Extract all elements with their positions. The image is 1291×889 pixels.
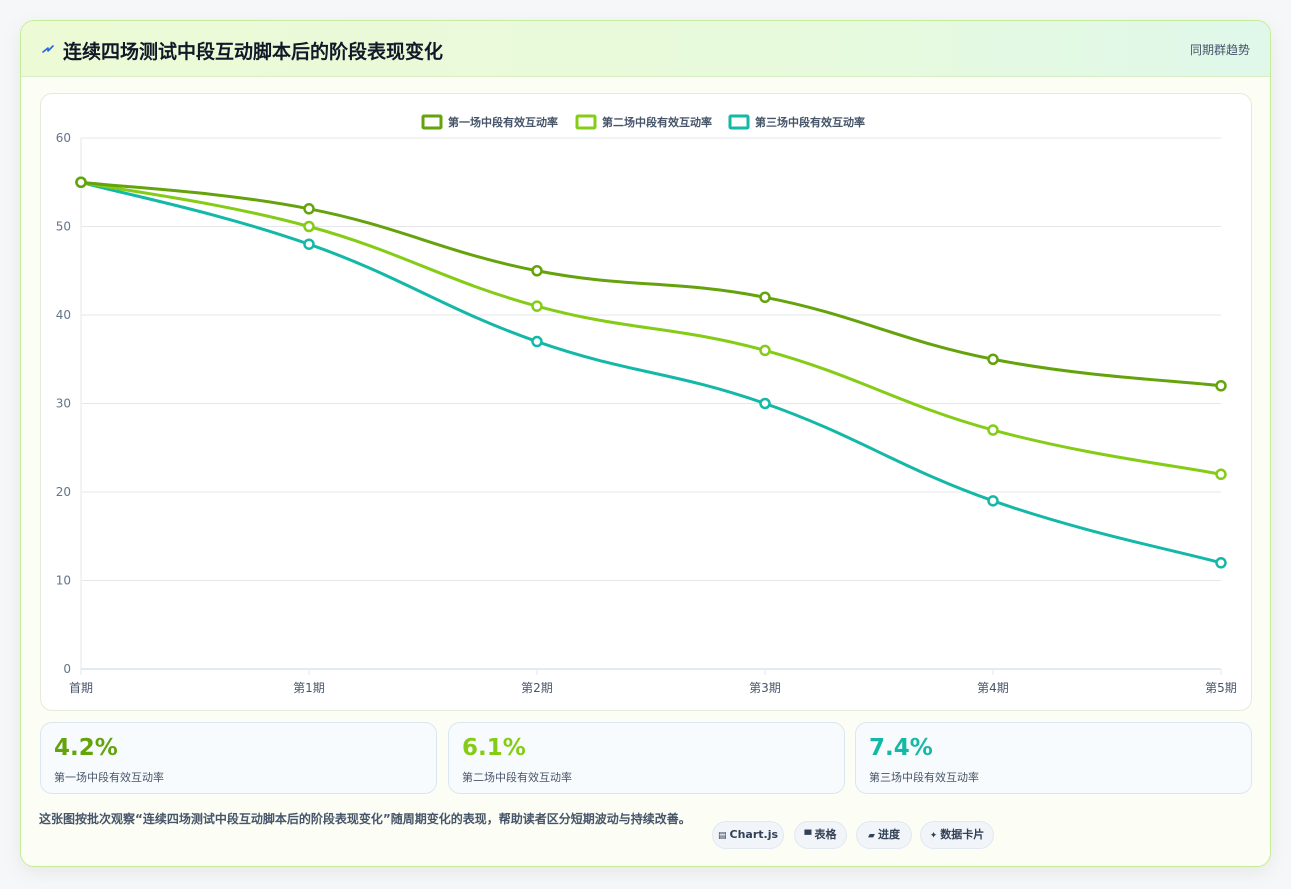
data-point (987, 424, 999, 436)
x-tick-label: 首期 (69, 681, 93, 695)
data-point (75, 176, 87, 188)
series-line-1 (80, 180, 1222, 388)
x-tick-label: 第1期 (293, 681, 325, 695)
chip-label: 进度 (877, 828, 900, 841)
card-header: 连续四场测试中段互动脚本后的阶段表现变化 同期群趋势 (21, 21, 1270, 77)
lightning-icon (42, 45, 54, 53)
y-tick-label: 10 (56, 574, 71, 588)
x-tick-label: 第2期 (521, 681, 553, 695)
stat-value: 4.2% (54, 735, 118, 761)
chart-card: 连续四场测试中段互动脚本后的阶段表现变化 同期群趋势 0 10 20 30 40 50 60… (20, 20, 1271, 867)
chip-label: 数据卡片 (940, 828, 985, 841)
y-tick-label: 40 (56, 308, 71, 322)
data-point (1215, 380, 1227, 392)
chip-label: 表格 (814, 828, 837, 841)
data-point (303, 220, 315, 233)
table-icon: ▀ (804, 831, 812, 841)
legend-label: 第二场中段有效互动率 (602, 115, 712, 129)
data-point (987, 353, 999, 365)
x-tick-label: 第3期 (749, 681, 781, 695)
legend-label: 第三场中段有效互动率 (755, 115, 865, 129)
legend-label: 第一场中段有效互动率 (448, 115, 558, 129)
page-title: 连续四场测试中段互动脚本后的阶段表现变化 (63, 41, 444, 63)
chip-datacard[interactable]: ✦ 数据卡片 (920, 821, 994, 849)
chip-label: Chart.js (729, 828, 779, 841)
stat-label: 第一场中段有效互动率 (54, 771, 164, 784)
x-tick-label: 第4期 (977, 681, 1009, 695)
data-point (303, 203, 315, 215)
y-tick-label: 30 (56, 397, 71, 411)
data-point (1215, 468, 1227, 481)
stat-label: 第三场中段有效互动率 (869, 771, 979, 784)
data-point (531, 335, 543, 348)
stat-label: 第二场中段有效互动率 (462, 771, 572, 784)
data-point (1215, 557, 1227, 569)
series-line-2 (80, 180, 1222, 476)
y-tick-label: 0 (63, 662, 71, 676)
data-point (759, 397, 771, 410)
stat-card-1: 4.2% 第一场中段有效互动率 (40, 722, 437, 794)
stat-value: 7.4% (869, 735, 933, 761)
footer-note: 这张图按批次观察“连续四场测试中段互动脚本后的阶段表现变化”随周期变化的表现，帮… (39, 812, 691, 826)
stat-card-2: 6.1% 第二场中段有效互动率 (448, 722, 845, 794)
data-point (531, 300, 543, 312)
line-chart: 0 10 20 30 40 50 60 首期 第1期 第2期 第3期 第4期 第5期 第一场中段有效互动率… (56, 114, 1237, 695)
chart-icon: ▤ (717, 831, 727, 841)
data-point (303, 238, 315, 250)
header-tag: 同期群趋势 (1189, 43, 1250, 57)
legend-swatch (575, 114, 597, 130)
data-point (759, 344, 771, 357)
y-tick-label: 60 (56, 131, 71, 145)
chip-chartjs[interactable]: ▤ Chart.js (712, 821, 784, 849)
data-point (531, 265, 543, 277)
series-line-3 (80, 180, 1222, 565)
y-tick-label: 50 (56, 220, 71, 234)
progress-icon: ▰ (868, 831, 875, 841)
chip-progress[interactable]: ▰ 进度 (856, 821, 912, 849)
data-point (987, 495, 999, 507)
stat-card-3: 7.4% 第三场中段有效互动率 (855, 722, 1252, 794)
sparkle-icon: ✦ (929, 831, 938, 841)
chart-container: 0 10 20 30 40 50 60 首期 第1期 第2期 第3期 第4期 第5期 第一场中段有效互动率… (40, 93, 1252, 711)
data-point (759, 291, 771, 304)
stat-value: 6.1% (462, 735, 526, 761)
y-tick-label: 20 (56, 485, 71, 499)
legend-swatch (728, 114, 750, 130)
x-tick-label: 第5期 (1205, 681, 1237, 695)
stat-cards: 4.2% 第一场中段有效互动率 6.1% 第二场中段有效互动率 7.4% 第三场… (40, 722, 1252, 794)
legend-swatch (421, 114, 443, 130)
chip-table[interactable]: ▀ 表格 (794, 821, 847, 849)
